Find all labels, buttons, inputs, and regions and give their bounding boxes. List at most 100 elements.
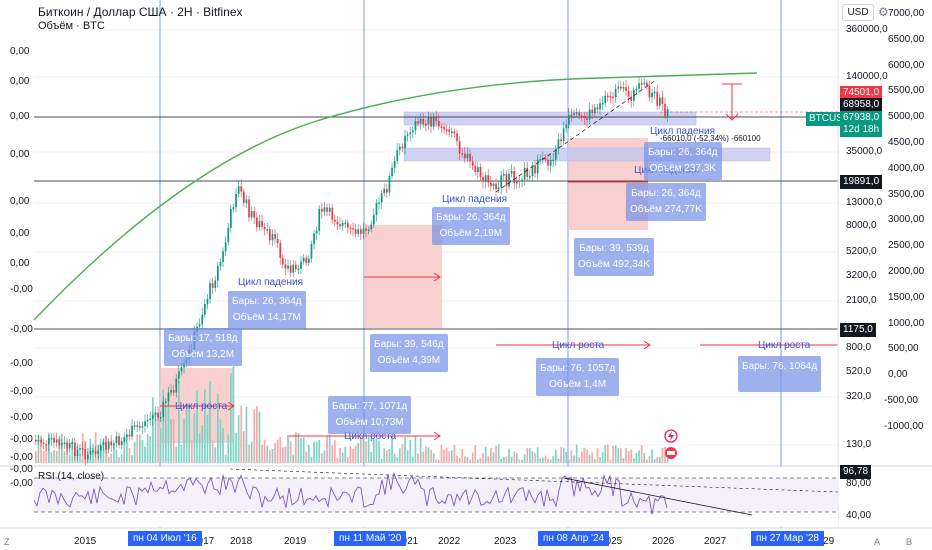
left-axis-label: 0,00 — [10, 46, 30, 57]
price-axis-label: 8000,0 — [846, 220, 877, 231]
left-axis-label: -0,00 — [10, 452, 33, 463]
log-scale-button[interactable]: B — [906, 537, 913, 547]
volume-axis-label: -1000,00 — [884, 420, 924, 432]
fall-label-2018: Цикл падения — [442, 194, 507, 205]
currency-button[interactable]: USD — [842, 4, 874, 21]
volume-axis-label: 1500,00 — [888, 291, 925, 303]
volume-axis-label: 7000,00 — [888, 8, 925, 19]
price-axis-label: 130,0 — [846, 439, 872, 450]
rsi-level-40: 40,00 — [846, 510, 872, 521]
left-axis-label: 0,00 — [10, 76, 30, 87]
left-axis-label: 0,00 — [10, 149, 30, 160]
open-price-marker: 68958,0 — [840, 98, 883, 112]
stat-box-7: Бары: 39, 539д Объём 492,34K — [574, 238, 654, 276]
volume-axis-label: 3500,00 — [888, 188, 925, 200]
time-axis-label: 2019 — [284, 536, 307, 547]
left-axis-label: -0,00 — [10, 412, 33, 423]
volume-axis-label: 4500,00 — [888, 137, 925, 148]
left-axis-label: 0,00 — [10, 228, 30, 239]
rsi-value-marker: 96,78 — [840, 465, 872, 479]
volume-axis-label: 6000,00 — [888, 59, 925, 71]
time-axis-label: 2021 — [396, 536, 419, 547]
left-axis-label: 0,00 — [10, 196, 30, 207]
volume-axis-label: 3000,00 — [888, 214, 925, 226]
volume-axis-label: 4000,00 — [888, 162, 925, 174]
price-axis-label: 3200,0 — [846, 270, 877, 281]
left-axis-label: -0,00 — [10, 358, 33, 369]
time-axis-label: 2018 — [230, 536, 253, 547]
left-axis-label: -0,00 — [10, 434, 33, 445]
fall-label-2022: Цикл падения — [650, 126, 715, 137]
stat-box-9: Бары: 76, 1057д Объём 1,4M — [536, 358, 620, 396]
dashed-trendline — [495, 79, 657, 193]
volume-axis-label: 0,00 — [888, 369, 908, 381]
growth-label-2016: Цикл роста — [175, 401, 228, 412]
stat-box-2: Бары: 26, 364д Объём 2,19M — [432, 207, 510, 245]
fall-label-2014: Цикл падения — [238, 277, 303, 288]
range-upper — [403, 111, 697, 126]
level-marker-19891: 19891,0 — [840, 175, 883, 189]
rsi-line — [33, 471, 668, 515]
time-axis-label: 2015 — [74, 536, 97, 547]
settings-icon[interactable]: ⚙ — [878, 5, 889, 19]
high-price-marker: 74501,0 — [840, 86, 883, 100]
price-axis-label: 140000,0 — [846, 71, 888, 82]
volume-axis-label: 1000,00 — [888, 317, 925, 329]
volume-axis-label: -500,00 — [884, 395, 918, 406]
time-pill-2024: пн 08 Апр '24 — [538, 531, 610, 546]
measure-readout: -66010,0 (-52,34%) -660100 — [660, 134, 761, 143]
growth-label-2024: Цикл роста — [552, 340, 605, 351]
price-axis-label: 5200,0 — [846, 246, 877, 257]
volume-bars — [35, 366, 669, 463]
last-price-marker: 67938,0 — [840, 111, 883, 125]
volume-axis-label: 5000,00 — [888, 111, 925, 123]
time-pill-2016: пн 04 Июл '16 — [128, 531, 202, 546]
rsi-band — [34, 478, 838, 512]
price-axis-label: 2100,0 — [846, 295, 877, 306]
rsi-trendline — [563, 477, 753, 516]
auto-scale-button[interactable]: A — [874, 537, 881, 547]
stat-box-8: Бары: 77, 1071д Объём 10,73M — [328, 396, 412, 434]
time-axis-label: 2026 — [652, 536, 675, 547]
left-axis-label: -0,00 — [10, 478, 33, 489]
time-pill-2020: пн 11 Май '20 — [334, 531, 407, 546]
left-axis-label: -0,00 — [10, 324, 33, 335]
volume-axis-label: 5500,00 — [888, 85, 925, 97]
countdown-marker: 12d 18h — [840, 123, 883, 137]
rsi-level-80: 80,00 — [846, 478, 872, 489]
time-axis-label: 2027 — [704, 536, 727, 547]
time-pill-2028: пн 27 Мар '28 — [751, 531, 824, 546]
left-axis-label: -0,00 — [10, 284, 33, 295]
growth-label-2028: Цикл роста — [758, 340, 811, 351]
rsi-legend[interactable]: RSI (14, close) — [38, 471, 105, 482]
price-axis-label: 800,0 — [846, 342, 872, 353]
volume-axis-label: 500,00 — [888, 343, 919, 355]
time-axis-label: 2025 — [600, 536, 623, 547]
level-marker-1175: 1175,0 — [840, 323, 876, 337]
stat-box-4: Бары: 26, 364д Объём 274,77K — [626, 183, 706, 221]
stat-box-1: Бары: 26, 364д Объём 14,17M — [228, 291, 306, 329]
left-axis-label: 0,00 — [10, 111, 30, 122]
time-axis-label: 2017 — [192, 536, 215, 547]
price-axis-label: 520,0 — [846, 366, 872, 377]
volume-axis-label: 6500,00 — [888, 33, 925, 45]
price-axis-label: 320,0 — [846, 391, 872, 402]
stat-box-10: Бары: 76, 1064д — [738, 356, 822, 392]
timezone-button[interactable]: Z — [4, 537, 10, 547]
chart-title[interactable]: Биткоин / Доллар США · 2H · Bitfinex — [38, 5, 243, 19]
volume-legend[interactable]: Объём · BTC — [38, 20, 105, 32]
stat-box-3: Бары: 26, 364д Объём 237,3K — [644, 142, 722, 180]
left-axis-label: -0,00 — [10, 464, 33, 475]
left-axis-label: -0,00 — [10, 386, 33, 397]
stat-box-5: Бары: 17, 518д Объём 13,2M — [164, 328, 242, 366]
left-axis-label: 0,00 — [10, 258, 30, 269]
trend-curve — [33, 72, 758, 321]
volume-axis-label: 2500,00 — [888, 240, 925, 252]
price-axis-label: 13000,0 — [846, 197, 883, 208]
time-axis-label: 2023 — [494, 536, 517, 547]
volume-axis-label: 2000,00 — [888, 266, 925, 277]
growth-label-2020: Цикл роста — [344, 431, 397, 442]
price-axis-label: 360000,0 — [846, 24, 888, 35]
price-axis-label: 35000,0 — [846, 146, 883, 157]
